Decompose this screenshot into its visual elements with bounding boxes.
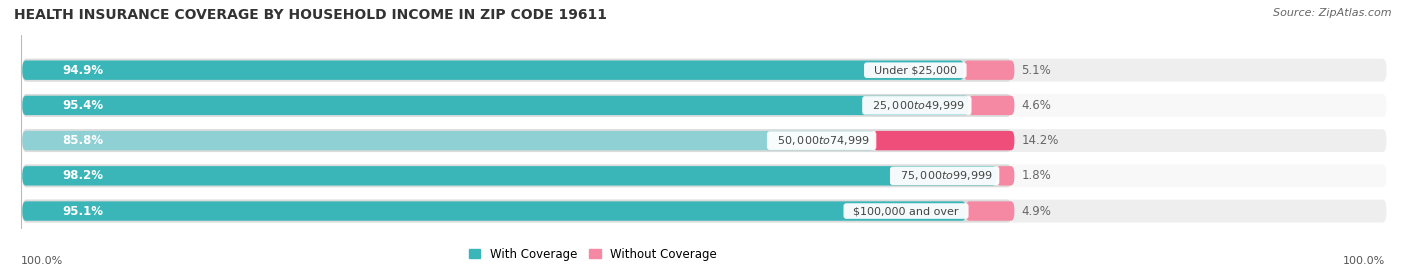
Text: 5.1%: 5.1% xyxy=(1021,64,1052,77)
Text: 14.2%: 14.2% xyxy=(1021,134,1059,147)
Text: 95.4%: 95.4% xyxy=(62,99,104,112)
Legend: With Coverage, Without Coverage: With Coverage, Without Coverage xyxy=(464,243,721,265)
Text: 94.9%: 94.9% xyxy=(62,64,104,77)
Text: $75,000 to $99,999: $75,000 to $99,999 xyxy=(893,169,997,182)
FancyBboxPatch shape xyxy=(22,131,873,150)
Text: 4.6%: 4.6% xyxy=(1021,99,1052,112)
FancyBboxPatch shape xyxy=(22,164,1011,187)
Text: HEALTH INSURANCE COVERAGE BY HOUSEHOLD INCOME IN ZIP CODE 19611: HEALTH INSURANCE COVERAGE BY HOUSEHOLD I… xyxy=(14,8,607,22)
Text: 85.8%: 85.8% xyxy=(62,134,104,147)
FancyBboxPatch shape xyxy=(22,59,1011,82)
FancyBboxPatch shape xyxy=(22,200,1386,222)
FancyBboxPatch shape xyxy=(22,200,1011,222)
Text: 98.2%: 98.2% xyxy=(62,169,103,182)
FancyBboxPatch shape xyxy=(873,131,1014,150)
Text: 4.9%: 4.9% xyxy=(1021,204,1052,218)
FancyBboxPatch shape xyxy=(22,166,997,186)
Text: $25,000 to $49,999: $25,000 to $49,999 xyxy=(865,99,969,112)
FancyBboxPatch shape xyxy=(997,166,1014,186)
FancyBboxPatch shape xyxy=(22,164,1386,187)
Text: $100,000 and over: $100,000 and over xyxy=(846,206,966,216)
Text: $50,000 to $74,999: $50,000 to $74,999 xyxy=(769,134,873,147)
Text: 1.8%: 1.8% xyxy=(1021,169,1052,182)
FancyBboxPatch shape xyxy=(22,201,966,221)
Text: 100.0%: 100.0% xyxy=(1343,256,1385,266)
FancyBboxPatch shape xyxy=(22,61,963,80)
FancyBboxPatch shape xyxy=(22,129,1011,152)
FancyBboxPatch shape xyxy=(22,94,1386,117)
Text: Under $25,000: Under $25,000 xyxy=(868,65,963,75)
Text: 95.1%: 95.1% xyxy=(62,204,103,218)
FancyBboxPatch shape xyxy=(966,201,1014,221)
FancyBboxPatch shape xyxy=(22,59,1386,82)
FancyBboxPatch shape xyxy=(969,96,1014,115)
Text: 100.0%: 100.0% xyxy=(21,256,63,266)
FancyBboxPatch shape xyxy=(22,129,1386,152)
FancyBboxPatch shape xyxy=(22,94,1011,117)
FancyBboxPatch shape xyxy=(963,61,1014,80)
FancyBboxPatch shape xyxy=(22,96,969,115)
Text: Source: ZipAtlas.com: Source: ZipAtlas.com xyxy=(1274,8,1392,18)
